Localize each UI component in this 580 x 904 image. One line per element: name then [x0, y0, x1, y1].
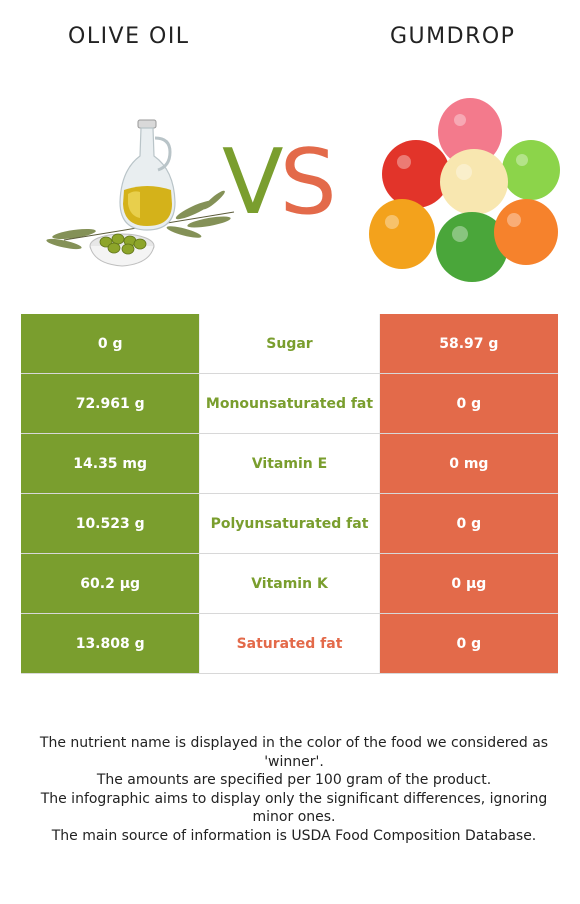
table-row: 60.2 µg Vitamin K 0 µg — [21, 553, 558, 614]
olive-oil-image — [46, 119, 235, 267]
right-value: 0 g — [379, 373, 558, 434]
left-value: 13.808 g — [21, 613, 200, 674]
vs-v: V — [222, 130, 284, 235]
right-value: 0 mg — [379, 433, 558, 494]
footnotes: The nutrient name is displayed in the co… — [30, 734, 558, 845]
right-value: 0 g — [379, 613, 558, 674]
table-row: 0 g Sugar 58.97 g — [21, 314, 558, 374]
note-winner-color: The nutrient name is displayed in the co… — [39, 735, 549, 770]
left-value: 10.523 g — [21, 493, 200, 554]
note-per-100g: The amounts are specified per 100 gram o… — [96, 772, 492, 788]
right-value: 0 µg — [379, 553, 558, 614]
table-row: 72.961 g Monounsaturated fat 0 g — [21, 373, 558, 434]
left-value: 14.35 mg — [21, 433, 200, 494]
right-value: 58.97 g — [379, 314, 558, 374]
table-row: 13.808 g Saturated fat 0 g — [21, 613, 558, 674]
nutrient-name: Saturated fat — [199, 613, 380, 674]
table-row: 14.35 mg Vitamin E 0 mg — [21, 433, 558, 494]
table-row: 10.523 g Polyunsaturated fat 0 g — [21, 493, 558, 554]
left-food-title: OLIVE OIL — [68, 24, 190, 49]
left-value: 72.961 g — [21, 373, 200, 434]
comparison-table: 0 g Sugar 58.97 g 72.961 g Monounsaturat… — [21, 314, 558, 674]
nutrient-name: Monounsaturated fat — [199, 373, 380, 434]
right-value: 0 g — [379, 493, 558, 554]
nutrient-name: Vitamin E — [199, 433, 380, 494]
gumdrop-image — [369, 98, 560, 282]
vs-label: VS — [222, 138, 337, 228]
nutrient-name: Sugar — [199, 314, 380, 374]
nutrient-name: Polyunsaturated fat — [199, 493, 380, 554]
left-value: 0 g — [21, 314, 200, 374]
note-significant-differences: The infographic aims to display only the… — [40, 790, 548, 826]
note-data-source: The main source of information is USDA F… — [51, 827, 537, 844]
left-value: 60.2 µg — [21, 553, 200, 614]
nutrient-name: Vitamin K — [199, 553, 380, 614]
vs-s: S — [279, 130, 337, 235]
right-food-title: GUMDROP — [390, 24, 516, 49]
